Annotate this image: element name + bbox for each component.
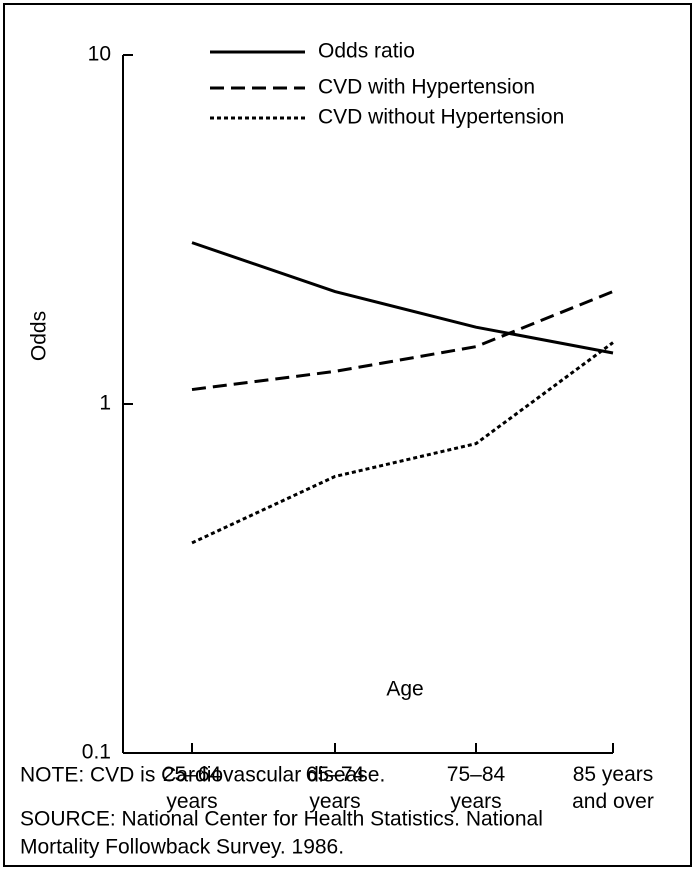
- x-tick-line: 25–64: [163, 763, 222, 786]
- note: NOTE: CVD is Cardiovascular disease.: [20, 764, 385, 787]
- legend-label: CVD with Hypertension: [318, 76, 535, 99]
- x-tick-label: 65–74 years: [306, 763, 365, 813]
- y-axis-label: Odds: [28, 311, 51, 361]
- note: Mortality Followback Survey. 1986.: [20, 836, 344, 859]
- x-tick-line: years: [309, 790, 360, 813]
- x-tick-line: and over: [572, 790, 654, 813]
- x-tick-line: 85 years: [573, 763, 654, 786]
- note: SOURCE: National Center for Health Stati…: [20, 808, 543, 831]
- x-tick-label: 25–64 years: [163, 763, 222, 813]
- x-tick-line: 65–74: [306, 763, 365, 786]
- legend-label: CVD without Hypertension: [318, 106, 564, 129]
- y-tick-label: 10: [88, 43, 111, 66]
- x-tick-line: years: [166, 790, 217, 813]
- x-tick-line: 75–84: [447, 763, 506, 786]
- series-line: [191, 290, 614, 392]
- legend-label: Odds ratio: [318, 40, 415, 63]
- x-tick-line: years: [450, 790, 501, 813]
- y-tick-label: 0.1: [82, 741, 111, 764]
- y-tick-label: 1: [99, 392, 111, 415]
- x-tick-label: 75–84 years: [447, 763, 506, 813]
- x-axis-label: Age: [386, 678, 423, 701]
- frame: [3, 3, 692, 867]
- x-tick-label: 85 years and over: [572, 763, 654, 813]
- series-line: [191, 241, 614, 355]
- series-line: [191, 341, 614, 545]
